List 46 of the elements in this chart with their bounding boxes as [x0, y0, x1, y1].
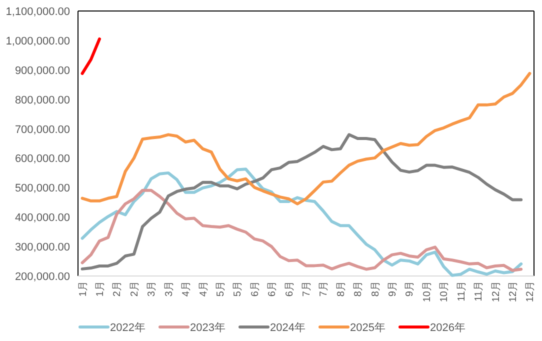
legend-label: 2024年: [270, 322, 306, 334]
x-tick-label: 1月: [78, 281, 89, 297]
x-tick-label: 6月: [284, 281, 296, 297]
x-tick-label: 5月: [215, 281, 226, 297]
x-tick-label: 3月: [164, 281, 175, 297]
x-tick-label: 11月: [456, 281, 468, 302]
legend-label: 2023年: [190, 322, 226, 334]
x-tick-label: 5月: [232, 281, 244, 297]
line-series: [80, 188, 523, 272]
y-tick-label: 600,000.00: [14, 153, 70, 166]
x-tick-label: 2月: [112, 281, 124, 297]
line-series: [80, 168, 523, 277]
x-tick-label: 8月: [370, 281, 382, 297]
line-series: [80, 133, 523, 270]
y-tick-label: 500,000.00: [14, 182, 70, 195]
x-tick-label: 8月: [336, 281, 347, 297]
y-tick-label: 300,000.00: [14, 242, 70, 254]
y-tick-label: 200,000.00: [14, 271, 70, 283]
y-tick-label: 1,100,000.00: [6, 6, 70, 18]
x-tick-label: 7月: [302, 281, 312, 297]
x-tick-label: 2月: [129, 281, 140, 297]
x-tick-label: 1月: [95, 281, 106, 297]
x-tick-label: 7月: [318, 281, 330, 297]
y-tick-label: 800,000.00: [14, 94, 70, 106]
x-tick-label: 4月: [181, 281, 192, 297]
x-tick-label: 6月: [250, 281, 261, 297]
legend-label: 2026年: [430, 322, 466, 334]
y-tick-label: 900,000.00: [14, 64, 70, 77]
x-tick-label: 12月: [508, 281, 519, 302]
x-tick-label: 10月: [439, 281, 450, 302]
x-tick-label: 4月: [198, 281, 210, 297]
x-tick-label: 3月: [146, 281, 158, 297]
legend-label: 2025年: [350, 322, 386, 334]
y-tick-label: 1,000,000.00: [6, 35, 70, 48]
line-series: [80, 72, 532, 206]
x-tick-label: 6月: [267, 281, 278, 297]
y-tick-label: 400,000.00: [14, 212, 70, 224]
x-tick-label: 10月: [422, 281, 433, 302]
x-tick-label: 11月: [474, 281, 485, 302]
x-tick-label: 12月: [490, 281, 502, 302]
x-tick-label: 9月: [388, 281, 399, 297]
x-tick-label: 9月: [404, 281, 416, 297]
x-tick-label: 12月: [525, 281, 536, 302]
y-tick-label: 700,000.00: [14, 124, 70, 136]
x-tick-label: 8月: [353, 281, 364, 297]
legend-label: 2022年: [110, 322, 146, 334]
